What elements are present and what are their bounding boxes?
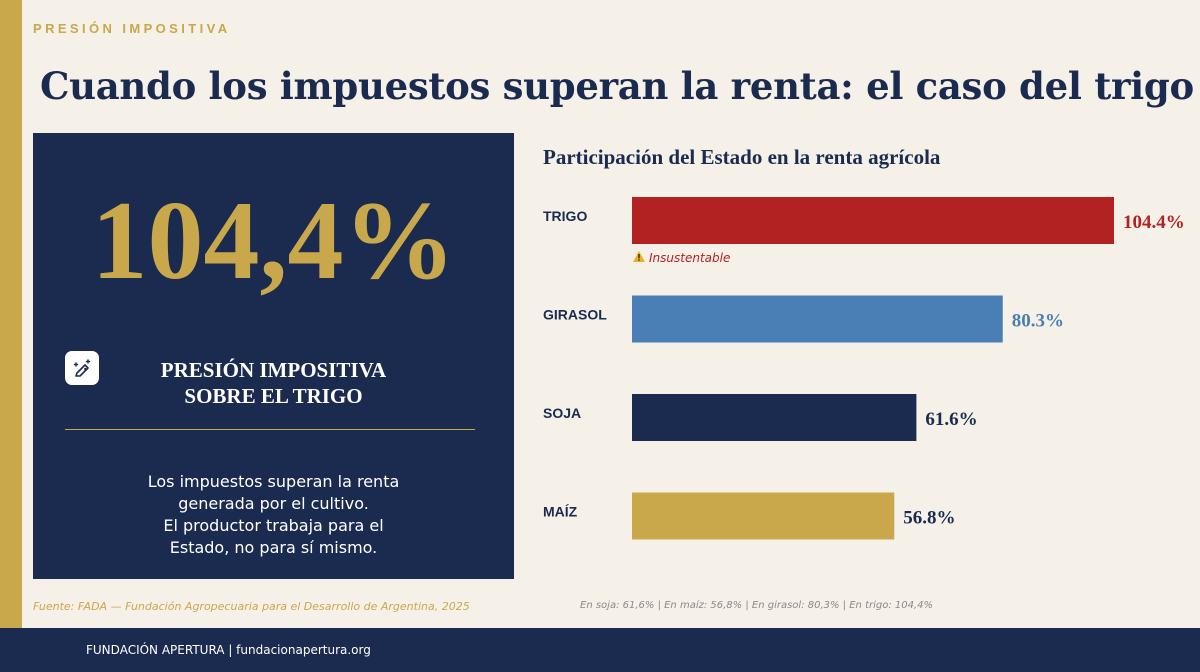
annotation-label: Insustentable bbox=[649, 251, 730, 265]
panel-description: Los impuestos superan la renta generada … bbox=[33, 471, 514, 559]
category-label: MAÍZ bbox=[543, 504, 578, 520]
bar-chart: TRIGO 104.4% Insustentable GIRASOL 80.3% SOJA… bbox=[543, 197, 1185, 540]
value-label: 80.3% bbox=[1012, 311, 1064, 332]
value-label: 104.4% bbox=[1123, 212, 1185, 233]
panel-text-line: Estado, no para sí mismo. bbox=[169, 538, 378, 557]
tag-icon bbox=[65, 351, 99, 385]
panel-heading-line: SOBRE EL TRIGO bbox=[184, 384, 363, 408]
bar-soja bbox=[632, 394, 917, 441]
value-label: 56.8% bbox=[903, 508, 955, 529]
panel-heading-line: PRESIÓN IMPOSITIVA bbox=[160, 358, 387, 382]
bar-girasol bbox=[632, 295, 1003, 343]
panel-text-line: Los impuestos superan la renta bbox=[147, 472, 400, 491]
value-label: 61.6% bbox=[925, 409, 977, 430]
bar-trigo bbox=[632, 197, 1114, 244]
eyebrow-label: PRESIÓN IMPOSITIVA bbox=[33, 21, 231, 36]
panel-text-line: generada por el cultivo. bbox=[178, 494, 369, 513]
highlight-panel: 104,4% PRESIÓN IMPOSITIVA SOBRE EL TRIGO… bbox=[33, 133, 514, 579]
warning-icon bbox=[633, 251, 645, 262]
accent-stripe bbox=[0, 0, 22, 628]
category-label: TRIGO bbox=[543, 208, 587, 224]
source-note: Fuente: FADA — Fundación Agropecuaria pa… bbox=[33, 600, 470, 613]
category-label: GIRASOL bbox=[543, 307, 607, 323]
footer-bar: FUNDACIÓN APERTURA | fundacionapertura.o… bbox=[0, 628, 1200, 672]
footer-text: FUNDACIÓN APERTURA | fundacionapertura.o… bbox=[86, 643, 371, 657]
values-note: En soja: 61,6% | En maíz: 56,8% | En gir… bbox=[580, 600, 934, 611]
big-stat: 104,4% bbox=[91, 179, 456, 303]
category-label: SOJA bbox=[543, 405, 581, 421]
slide-title: Cuando los impuestos superan la renta: e… bbox=[40, 64, 1194, 108]
panel-text-line: El productor trabaja para el bbox=[163, 516, 384, 535]
panel-divider bbox=[65, 429, 475, 430]
chart-title: Participación del Estado en la renta agr… bbox=[543, 145, 941, 169]
bar-maíz bbox=[632, 492, 895, 540]
panel-heading: PRESIÓN IMPOSITIVA SOBRE EL TRIGO bbox=[33, 357, 514, 409]
